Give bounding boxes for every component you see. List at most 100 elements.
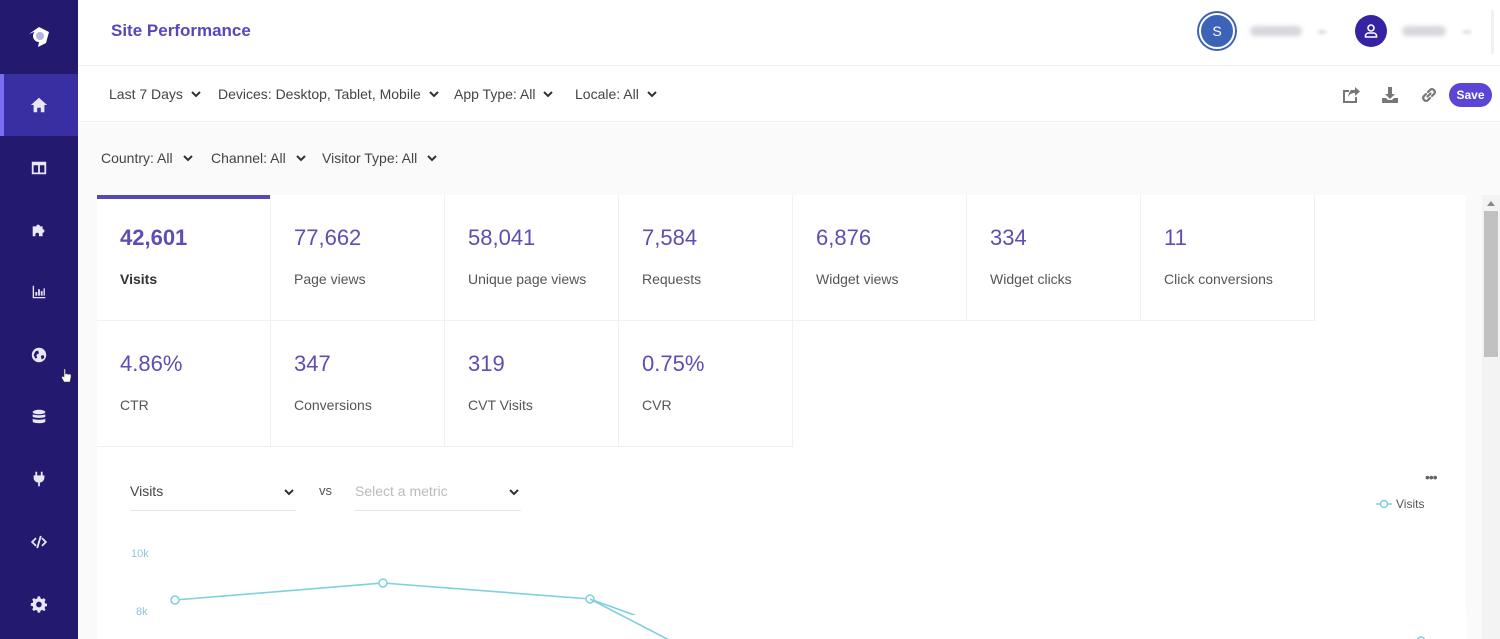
visitor-type-filter[interactable]: Visitor Type: All (322, 150, 437, 166)
primary-metric-select[interactable]: Visits (130, 477, 296, 511)
sidebar-item-global[interactable] (0, 324, 78, 386)
download-icon (1382, 87, 1398, 103)
download-button[interactable] (1380, 85, 1400, 105)
metric-value: 6,876 (816, 225, 872, 250)
user-avatar[interactable] (1355, 15, 1387, 47)
app-type-label: App Type: All (454, 86, 536, 102)
channel-filter[interactable]: Channel: All (211, 150, 306, 166)
share-button[interactable] (1341, 85, 1361, 105)
sidebar-item-analytics[interactable] (0, 261, 78, 323)
main-content: Country: All Channel: All Visitor Type: … (78, 123, 1500, 639)
page-title: Site Performance (111, 21, 251, 40)
metric-value: 42,601 (120, 225, 188, 250)
sidebar-item-layouts[interactable] (0, 137, 78, 199)
chart-clip-mask (617, 615, 1467, 639)
user-name-blurred[interactable] (1402, 26, 1446, 36)
org-avatar-initial: S (1212, 23, 1222, 39)
chart-more-options-button[interactable]: ••• (1425, 469, 1438, 485)
sidebar (0, 0, 78, 639)
vs-label: vs (319, 483, 332, 498)
code-icon (30, 535, 48, 549)
copy-link-button[interactable] (1419, 85, 1439, 105)
legend-label: Visits (1396, 497, 1425, 511)
sidebar-item-widgets[interactable] (0, 199, 78, 261)
vertical-scrollbar[interactable] (1482, 195, 1500, 639)
user-dropdown-caret[interactable] (1463, 30, 1471, 34)
metric-tile-click-conversions[interactable]: 11 Click conversions (1141, 195, 1315, 321)
secondary-metric-select[interactable]: Select a metric (355, 477, 521, 511)
metric-value: 77,662 (294, 225, 362, 250)
app-logo[interactable] (0, 0, 78, 74)
data-point[interactable] (585, 594, 595, 604)
metric-label: Visits (120, 271, 158, 287)
metric-tile-page-views[interactable]: 77,662 Page views (271, 195, 445, 321)
chevron-down-icon (543, 91, 554, 98)
metric-tile-ctr[interactable]: 4.86% CTR (97, 321, 271, 447)
columns-icon (31, 161, 47, 175)
chevron-down-icon (429, 91, 439, 98)
metric-label: CTR (120, 397, 149, 413)
metric-tile-cvr[interactable]: 0.75% CVR (619, 321, 793, 447)
org-avatar[interactable]: S (1199, 13, 1235, 49)
metric-value: 11 (1164, 225, 1187, 250)
plug-icon (33, 471, 45, 487)
metric-value: 7,584 (642, 225, 698, 250)
metric-tile-unique-page-views[interactable]: 58,041 Unique page views (445, 195, 619, 321)
globe-icon (31, 347, 47, 363)
visitor-type-label: Visitor Type: All (322, 150, 418, 166)
chevron-down-icon (296, 155, 306, 162)
sidebar-item-home[interactable] (0, 74, 78, 136)
chart-legend-visits[interactable]: Visits (1376, 497, 1424, 511)
user-icon (1364, 24, 1378, 38)
sidebar-item-integrations[interactable] (0, 448, 78, 510)
logo-icon (29, 27, 49, 47)
metric-value: 0.75% (642, 351, 705, 376)
metric-tile-requests[interactable]: 7,584 Requests (619, 195, 793, 321)
secondary-metric-placeholder: Select a metric (355, 483, 448, 499)
scroll-up-arrow-icon[interactable] (1487, 201, 1495, 206)
scrollbar-thumb[interactable] (1484, 211, 1498, 357)
metric-tile-conversions[interactable]: 347 Conversions (271, 321, 445, 447)
metric-value: 334 (990, 225, 1027, 250)
sidebar-item-data[interactable] (0, 386, 78, 448)
metric-tile-widget-clicks[interactable]: 334 Widget clicks (967, 195, 1141, 321)
date-range-filter[interactable]: Last 7 Days (109, 86, 201, 102)
chevron-down-icon (191, 91, 201, 98)
devices-label: Devices: Desktop, Tablet, Mobile (218, 86, 421, 102)
chevron-down-icon (182, 155, 193, 162)
date-range-label: Last 7 Days (109, 86, 183, 102)
chevron-down-icon (284, 489, 294, 496)
metric-tile-visits[interactable]: 42,601 Visits (97, 195, 271, 321)
database-icon (32, 409, 46, 424)
devices-filter[interactable]: Devices: Desktop, Tablet, Mobile (218, 86, 439, 102)
app-type-filter[interactable]: App Type: All (454, 86, 554, 102)
country-filter[interactable]: Country: All (101, 150, 193, 166)
metric-tile-widget-views[interactable]: 6,876 Widget views (793, 195, 967, 321)
metric-tile-cvt-visits[interactable]: 319 CVT Visits (445, 321, 619, 447)
channel-label: Channel: All (211, 150, 286, 166)
mouse-cursor-icon (61, 368, 72, 383)
metric-value: 347 (294, 351, 331, 376)
data-point[interactable] (170, 595, 180, 605)
sidebar-item-settings[interactable] (0, 574, 78, 636)
y-tick-10k: 10k (131, 548, 149, 560)
metric-value: 58,041 (468, 225, 536, 250)
legend-line-marker-icon (1376, 499, 1392, 509)
org-name-blurred[interactable] (1250, 26, 1302, 36)
metric-value: 4.86% (120, 351, 183, 376)
puzzle-icon (32, 224, 45, 237)
data-point[interactable] (378, 578, 388, 588)
save-button[interactable]: Save (1449, 83, 1492, 107)
y-tick-8k: 8k (136, 606, 148, 618)
primary-filter-bar: Last 7 Days Devices: Desktop, Tablet, Mo… (78, 67, 1500, 122)
gear-icon (30, 596, 48, 613)
chevron-down-icon (427, 155, 437, 162)
sidebar-item-developer[interactable] (0, 511, 78, 573)
org-dropdown-caret[interactable] (1318, 30, 1326, 34)
locale-filter[interactable]: Locale: All (575, 86, 657, 102)
metric-label: Conversions (294, 397, 372, 413)
metric-value: 319 (468, 351, 505, 376)
link-icon (1422, 88, 1436, 102)
country-label: Country: All (101, 150, 173, 166)
